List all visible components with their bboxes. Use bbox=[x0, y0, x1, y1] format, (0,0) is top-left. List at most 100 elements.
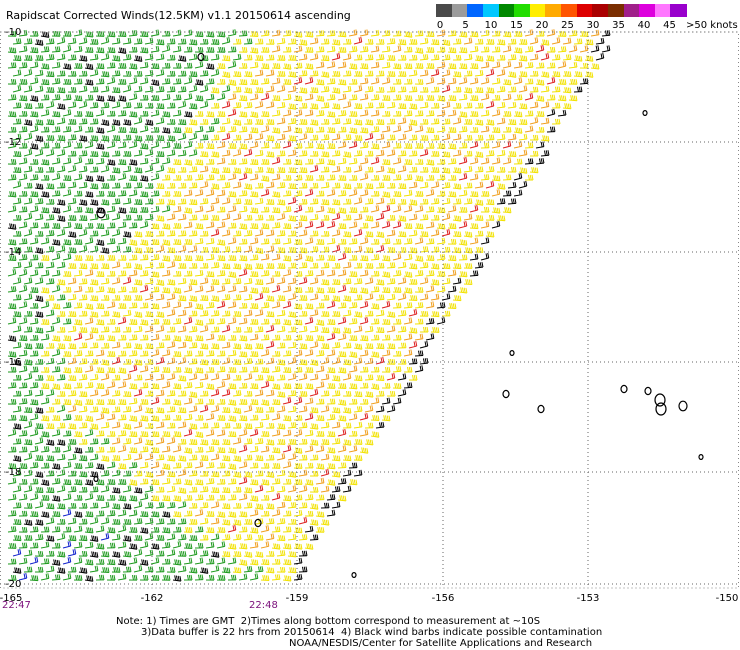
wind-barb bbox=[128, 319, 138, 325]
wind-barb bbox=[216, 494, 226, 501]
wind-barb bbox=[210, 533, 220, 541]
wind-barb bbox=[144, 230, 154, 237]
wind-barb bbox=[62, 94, 72, 101]
wind-barb bbox=[34, 343, 44, 349]
wind-barb bbox=[210, 197, 220, 205]
wind-barb bbox=[238, 429, 248, 437]
wind-barb bbox=[216, 111, 226, 117]
wind-barb bbox=[403, 205, 413, 213]
wind-barb bbox=[40, 511, 50, 518]
wind-barb bbox=[381, 110, 391, 117]
wind-barb bbox=[282, 158, 292, 165]
wind-barb bbox=[271, 334, 281, 341]
wind-barb bbox=[194, 542, 204, 549]
wind-barb bbox=[67, 293, 77, 301]
wind-barb bbox=[183, 221, 193, 229]
wind-barb bbox=[232, 86, 242, 93]
wind-barb bbox=[117, 221, 127, 229]
wind-barb bbox=[469, 173, 479, 181]
wind-barb bbox=[128, 127, 138, 134]
wind-barb bbox=[331, 341, 341, 349]
note-line-3: NOAA/NESDIS/Center for Satellite Applica… bbox=[289, 638, 593, 649]
wind-barb bbox=[348, 462, 358, 469]
wind-barb bbox=[51, 190, 61, 197]
wind-barb bbox=[337, 252, 347, 261]
wind-barb bbox=[447, 223, 457, 230]
wind-barb bbox=[485, 100, 495, 109]
wind-barb bbox=[337, 79, 347, 86]
wind-barb bbox=[315, 381, 325, 389]
wind-barb bbox=[106, 527, 116, 534]
wind-barb bbox=[496, 166, 506, 173]
wind-barb bbox=[254, 343, 264, 350]
wind-barb bbox=[392, 94, 402, 101]
wind-barb bbox=[117, 62, 127, 69]
wind-barb bbox=[232, 567, 242, 574]
wind-barb bbox=[507, 71, 517, 78]
wind-barb bbox=[89, 135, 99, 142]
wind-barb bbox=[89, 69, 99, 77]
wind-barb bbox=[73, 332, 83, 341]
wind-barb bbox=[227, 524, 237, 533]
wind-barb bbox=[84, 31, 94, 38]
wind-barb bbox=[320, 118, 330, 125]
wind-barb bbox=[62, 253, 72, 261]
wind-barb bbox=[128, 302, 138, 309]
wind-barb bbox=[221, 324, 231, 333]
wind-barb bbox=[95, 127, 105, 134]
wind-barb bbox=[309, 423, 319, 430]
wind-barb bbox=[601, 30, 611, 37]
wind-barb bbox=[370, 318, 380, 325]
wind-barb bbox=[183, 428, 193, 437]
wind-barb bbox=[128, 175, 138, 182]
wind-barb bbox=[375, 149, 385, 157]
wind-barb bbox=[304, 158, 314, 165]
wind-barb bbox=[331, 501, 341, 509]
wind-barb bbox=[337, 31, 347, 38]
wind-barb bbox=[150, 526, 160, 533]
wind-barb bbox=[386, 247, 396, 253]
wind-barb bbox=[507, 133, 517, 141]
wind-barb bbox=[243, 518, 253, 525]
wind-barb bbox=[45, 503, 55, 510]
wind-barb bbox=[111, 150, 121, 157]
wind-barb bbox=[579, 45, 589, 53]
wind-barb bbox=[111, 487, 121, 494]
wind-barb bbox=[194, 285, 204, 293]
wind-barb bbox=[150, 95, 160, 101]
wind-barb bbox=[419, 101, 429, 109]
wind-barb bbox=[166, 455, 176, 462]
wind-barb bbox=[188, 373, 198, 381]
wind-barb bbox=[337, 316, 347, 325]
wind-barb bbox=[342, 183, 352, 190]
wind-barb bbox=[117, 190, 127, 197]
wind-barb bbox=[188, 454, 198, 461]
wind-barb bbox=[364, 198, 374, 205]
wind-barb bbox=[183, 510, 193, 517]
wind-barb bbox=[408, 69, 418, 77]
wind-barb bbox=[95, 574, 105, 581]
wind-barb bbox=[216, 350, 226, 357]
wind-barb bbox=[166, 533, 176, 541]
wind-barb bbox=[243, 167, 253, 174]
wind-barb bbox=[254, 374, 264, 381]
wind-barb bbox=[392, 110, 402, 117]
wind-barb bbox=[161, 78, 171, 85]
wind-barb bbox=[260, 78, 270, 85]
wind-barb bbox=[304, 429, 314, 437]
wind-barb bbox=[425, 301, 435, 309]
wind-barb bbox=[45, 54, 55, 61]
wind-barb bbox=[381, 397, 391, 405]
wind-barb bbox=[45, 325, 55, 333]
wind-barb bbox=[331, 52, 341, 61]
wind-barb bbox=[315, 95, 325, 102]
wind-barb bbox=[293, 238, 303, 245]
wind-barb bbox=[188, 423, 198, 430]
wind-barb bbox=[172, 318, 182, 325]
wind-barb bbox=[518, 149, 528, 157]
wind-barb bbox=[51, 429, 61, 437]
wind-barb bbox=[205, 318, 215, 325]
wind-barb bbox=[353, 278, 363, 285]
wind-barb bbox=[243, 438, 253, 445]
wind-barb bbox=[161, 174, 171, 181]
